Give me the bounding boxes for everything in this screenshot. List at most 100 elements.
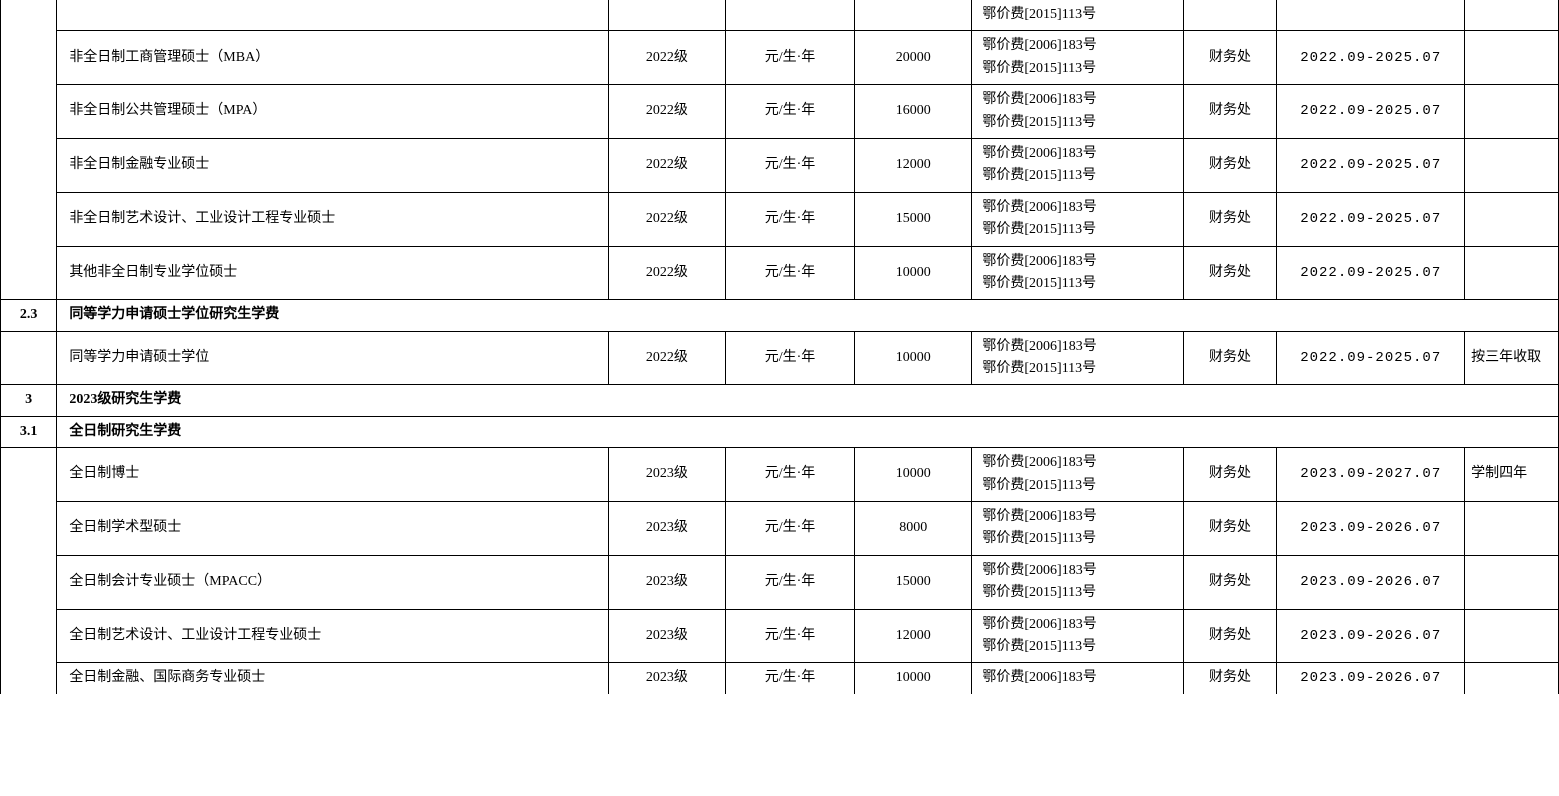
cell-basis: 鄂价费[2006]183号 — [972, 663, 1183, 694]
cell-period: 2022.09-2025.07 — [1277, 246, 1465, 300]
cell-basis: 鄂价费[2006]183号鄂价费[2015]113号 — [972, 331, 1183, 385]
cell-period: 2022.09-2025.07 — [1277, 192, 1465, 246]
cell-basis-partial: 鄂价费[2015]113号 — [972, 0, 1183, 31]
cell-name: 同等学力申请硕士学位 — [57, 331, 608, 385]
table-row: 非全日制艺术设计、工业设计工程专业硕士2022级元/生·年15000鄂价费[20… — [1, 192, 1559, 246]
cell-basis: 鄂价费[2006]183号鄂价费[2015]113号 — [972, 609, 1183, 663]
cell-period: 2022.09-2025.07 — [1277, 31, 1465, 85]
table-row: 非全日制公共管理硕士（MPA）2022级元/生·年16000鄂价费[2006]1… — [1, 85, 1559, 139]
section-idx: 3.1 — [1, 416, 57, 447]
cell-level: 2022级 — [608, 31, 725, 85]
table-row-partial: 鄂价费[2015]113号 — [1, 0, 1559, 31]
fee-table-container: 鄂价费[2015]113号非全日制工商管理硕士（MBA）2022级元/生·年20… — [0, 0, 1559, 694]
cell-basis: 鄂价费[2006]183号鄂价费[2015]113号 — [972, 555, 1183, 609]
cell-idx — [1, 663, 57, 694]
cell-dept: 财务处 — [1183, 246, 1277, 300]
cell-idx — [1, 502, 57, 556]
cell-dept: 财务处 — [1183, 609, 1277, 663]
cell-amount: 16000 — [855, 85, 972, 139]
table-row: 全日制会计专业硕士（MPACC）2023级元/生·年15000鄂价费[2006]… — [1, 555, 1559, 609]
cell-name: 全日制学术型硕士 — [57, 502, 608, 556]
cell-remark — [1465, 85, 1559, 139]
cell-dept: 财务处 — [1183, 31, 1277, 85]
cell-idx — [1, 609, 57, 663]
cell-remark — [1465, 31, 1559, 85]
cell-period: 2023.09-2026.07 — [1277, 502, 1465, 556]
cell-level: 2023级 — [608, 555, 725, 609]
table-row: 全日制博士2023级元/生·年10000鄂价费[2006]183号鄂价费[201… — [1, 448, 1559, 502]
cell-remark — [1465, 138, 1559, 192]
cell-name: 非全日制公共管理硕士（MPA） — [57, 85, 608, 139]
cell-period: 2023.09-2026.07 — [1277, 609, 1465, 663]
cell-amount: 20000 — [855, 31, 972, 85]
section-idx: 3 — [1, 385, 57, 416]
cell-dept: 财务处 — [1183, 138, 1277, 192]
cell-name: 非全日制艺术设计、工业设计工程专业硕士 — [57, 192, 608, 246]
section-title: 2023级研究生学费 — [57, 385, 1559, 416]
section-header-row: 32023级研究生学费 — [1, 385, 1559, 416]
cell-dept: 财务处 — [1183, 448, 1277, 502]
table-row: 全日制学术型硕士2023级元/生·年8000鄂价费[2006]183号鄂价费[2… — [1, 502, 1559, 556]
cell-level: 2022级 — [608, 138, 725, 192]
cell-unit: 元/生·年 — [726, 448, 855, 502]
cell-dept: 财务处 — [1183, 502, 1277, 556]
table-row: 非全日制工商管理硕士（MBA）2022级元/生·年20000鄂价费[2006]1… — [1, 31, 1559, 85]
cell-unit: 元/生·年 — [726, 31, 855, 85]
fee-table: 鄂价费[2015]113号非全日制工商管理硕士（MBA）2022级元/生·年20… — [0, 0, 1559, 694]
cell-basis: 鄂价费[2006]183号鄂价费[2015]113号 — [972, 31, 1183, 85]
cell-amount: 10000 — [855, 331, 972, 385]
cell-period: 2023.09-2027.07 — [1277, 448, 1465, 502]
cell-dept: 财务处 — [1183, 663, 1277, 694]
cell-level: 2022级 — [608, 246, 725, 300]
cell-amount: 15000 — [855, 192, 972, 246]
table-row: 全日制艺术设计、工业设计工程专业硕士2023级元/生·年12000鄂价费[200… — [1, 609, 1559, 663]
cell-idx — [1, 192, 57, 246]
cell-amount: 10000 — [855, 246, 972, 300]
cell-remark — [1465, 192, 1559, 246]
cell-level: 2023级 — [608, 609, 725, 663]
cell-unit: 元/生·年 — [726, 609, 855, 663]
cell-remark — [1465, 609, 1559, 663]
cell-name: 全日制博士 — [57, 448, 608, 502]
cell-idx — [1, 85, 57, 139]
cell-unit: 元/生·年 — [726, 502, 855, 556]
cell-amount: 10000 — [855, 448, 972, 502]
cell-basis: 鄂价费[2006]183号鄂价费[2015]113号 — [972, 448, 1183, 502]
cell-level: 2022级 — [608, 192, 725, 246]
cell-remark: 按三年收取 — [1465, 331, 1559, 385]
cell-idx — [1, 555, 57, 609]
cell-remark: 学制四年 — [1465, 448, 1559, 502]
cell-amount: 10000 — [855, 663, 972, 694]
cell-unit: 元/生·年 — [726, 138, 855, 192]
cell-period: 2022.09-2025.07 — [1277, 85, 1465, 139]
cell-period: 2023.09-2026.07 — [1277, 555, 1465, 609]
cell-dept: 财务处 — [1183, 192, 1277, 246]
cell-remark — [1465, 663, 1559, 694]
cell-level: 2022级 — [608, 331, 725, 385]
cell-idx — [1, 138, 57, 192]
cell-name: 非全日制工商管理硕士（MBA） — [57, 31, 608, 85]
cell-unit: 元/生·年 — [726, 555, 855, 609]
cell-dept: 财务处 — [1183, 85, 1277, 139]
cell-basis: 鄂价费[2006]183号鄂价费[2015]113号 — [972, 246, 1183, 300]
cell-name: 全日制艺术设计、工业设计工程专业硕士 — [57, 609, 608, 663]
cell-name: 其他非全日制专业学位硕士 — [57, 246, 608, 300]
cell-remark — [1465, 555, 1559, 609]
cell-idx — [1, 448, 57, 502]
cell-idx — [1, 331, 57, 385]
cell-idx — [1, 31, 57, 85]
cell-name: 非全日制金融专业硕士 — [57, 138, 608, 192]
cell-idx — [1, 246, 57, 300]
cell-unit: 元/生·年 — [726, 331, 855, 385]
cell-level: 2023级 — [608, 663, 725, 694]
table-row: 同等学力申请硕士学位2022级元/生·年10000鄂价费[2006]183号鄂价… — [1, 331, 1559, 385]
table-row: 其他非全日制专业学位硕士2022级元/生·年10000鄂价费[2006]183号… — [1, 246, 1559, 300]
cell-period: 2022.09-2025.07 — [1277, 138, 1465, 192]
section-header-row: 2.3同等学力申请硕士学位研究生学费 — [1, 300, 1559, 331]
cell-level: 2023级 — [608, 448, 725, 502]
cell-amount: 15000 — [855, 555, 972, 609]
cell-amount: 12000 — [855, 609, 972, 663]
cell-remark — [1465, 246, 1559, 300]
cell-basis: 鄂价费[2006]183号鄂价费[2015]113号 — [972, 85, 1183, 139]
cell-period: 2023.09-2026.07 — [1277, 663, 1465, 694]
